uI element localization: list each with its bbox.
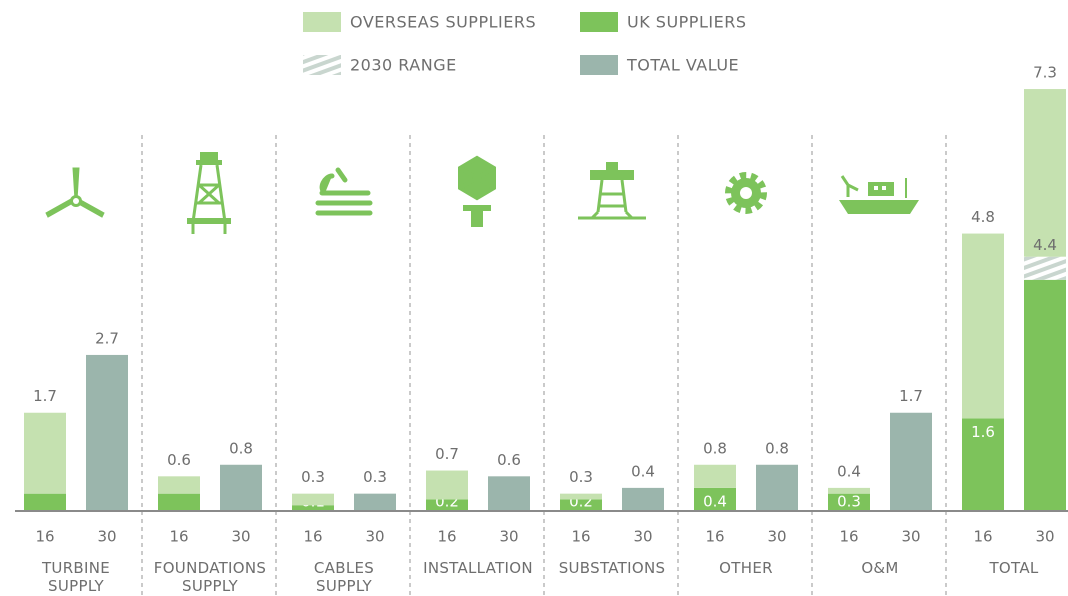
bar-segment: [292, 493, 334, 506]
icon-substation: [578, 162, 646, 220]
x-tick-label: 30: [231, 528, 250, 546]
bar-segment: [1024, 89, 1066, 257]
bar-segment: [560, 493, 602, 500]
category-label: CABLES SUPPLY: [313, 559, 375, 595]
bar-segment: [488, 476, 530, 511]
total-label: 0.6: [497, 451, 521, 469]
total-label: 1.7: [33, 387, 57, 405]
bar-segment: [354, 493, 396, 511]
segment-label: 0.3: [837, 493, 861, 511]
total-label: 0.4: [631, 462, 655, 480]
x-tick-label: 30: [767, 528, 786, 546]
bar-segment: [24, 412, 66, 494]
legend-label: 2030 RANGE: [350, 56, 457, 75]
total-label: 0.8: [765, 439, 789, 457]
x-tick-label: 30: [499, 528, 518, 546]
category-label: INSTALLATION: [423, 559, 533, 577]
total-label: 2.7: [95, 329, 119, 347]
category-label: O&M: [861, 559, 899, 577]
total-label: 0.4: [837, 462, 861, 480]
x-tick-label: 30: [365, 528, 384, 546]
icon-foundation: [187, 152, 231, 234]
x-tick-label: 16: [35, 528, 54, 546]
bar-segment: [756, 464, 798, 511]
legend-swatch: [580, 55, 618, 75]
total-label: 0.3: [569, 468, 593, 486]
icon-turbine: [45, 167, 105, 218]
x-tick-label: 16: [839, 528, 858, 546]
total-label: 0.7: [435, 445, 459, 463]
bar-segment: [220, 464, 262, 511]
category-label: TURBINE SUPPLY: [41, 559, 111, 595]
total-label: 0.6: [167, 451, 191, 469]
icon-cables: [315, 167, 373, 216]
bar-segment: [292, 505, 334, 511]
total-label: 0.3: [363, 468, 387, 486]
bar-segment: [694, 464, 736, 488]
total-label: 7.3: [1033, 64, 1057, 82]
bar-segment: [962, 418, 1004, 511]
bar-segment: [158, 493, 200, 511]
total-label: 4.8: [971, 208, 995, 226]
bar-segment: [86, 354, 128, 511]
total-label: 0.8: [703, 439, 727, 457]
total-label: 1.7: [899, 387, 923, 405]
legend-label: UK SUPPLIERS: [627, 13, 746, 32]
category-label: OTHER: [719, 559, 773, 577]
category-label: SUBSTATIONS: [558, 559, 666, 577]
bar-segment: [1024, 256, 1066, 280]
bar-segment: [560, 499, 602, 511]
x-tick-label: 16: [303, 528, 322, 546]
x-tick-label: 16: [437, 528, 456, 546]
x-tick-label: 16: [571, 528, 590, 546]
x-tick-label: 30: [1035, 528, 1054, 546]
x-tick-label: 16: [973, 528, 992, 546]
bar-segment: [426, 470, 468, 500]
bar-segment: [890, 412, 932, 511]
legend-label: TOTAL VALUE: [626, 56, 739, 75]
legend-label: OVERSEAS SUPPLIERS: [350, 13, 536, 32]
x-tick-label: 16: [705, 528, 724, 546]
bar-segment: [24, 493, 66, 511]
segment-label: 1.6: [971, 423, 995, 441]
icon-installation: [458, 155, 496, 227]
icon-gear: [725, 172, 767, 214]
x-tick-label: 30: [97, 528, 116, 546]
x-tick-label: 16: [169, 528, 188, 546]
x-tick-label: 30: [633, 528, 652, 546]
bar-segment: [828, 493, 870, 511]
total-label: 0.8: [229, 439, 253, 457]
segment-label: 0.4: [703, 492, 727, 510]
category-label: TOTAL: [989, 559, 1039, 577]
legend-swatch: [303, 55, 341, 75]
x-tick-label: 30: [901, 528, 920, 546]
bar-segment: [158, 476, 200, 494]
legend-swatch: [303, 12, 341, 32]
total-label: 0.3: [301, 468, 325, 486]
subtotal-label: 4.4: [1033, 236, 1057, 254]
bar-segment: [694, 487, 736, 511]
legend-swatch: [580, 12, 618, 32]
bar-segment: [1024, 279, 1066, 511]
icon-ship: [839, 175, 919, 214]
bar-segment: [828, 487, 870, 494]
icons: [45, 152, 919, 234]
bar-segment: [962, 233, 1004, 419]
category-label: FOUNDATIONS SUPPLY: [153, 559, 267, 595]
bar-segment: [622, 487, 664, 511]
bar-segment: [426, 499, 468, 511]
